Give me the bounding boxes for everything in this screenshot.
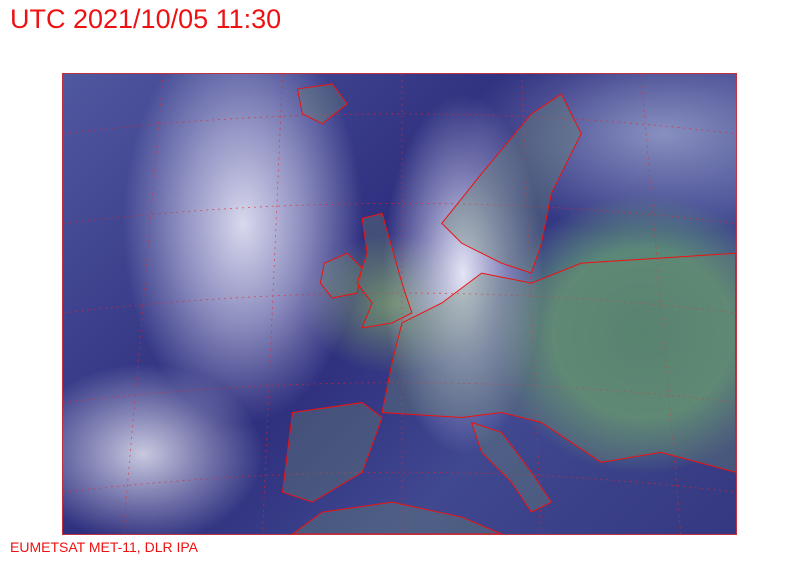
iceland [296,83,348,125]
satellite-image [62,73,737,535]
timestamp-title: UTC 2021/10/05 11:30 [10,4,282,34]
ireland [319,252,363,299]
image-credit: EUMETSAT MET-11, DLR IPA [10,539,199,555]
coastlines [281,83,736,534]
coastline-overlay [63,74,736,534]
italy [470,421,553,513]
continent [381,252,736,473]
scandinavia [441,93,582,274]
iberia [281,402,383,503]
great-britain [356,212,413,329]
graticule [63,74,736,534]
north-africa [291,501,502,534]
